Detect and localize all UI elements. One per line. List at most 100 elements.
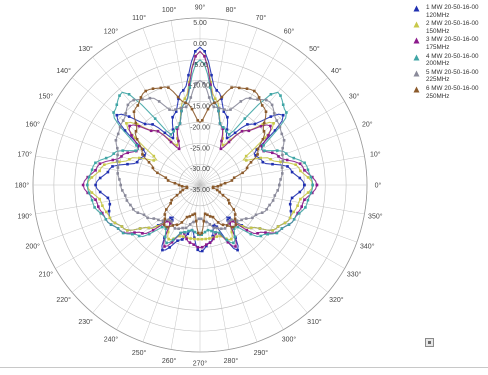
angle-tick-label: 160° — [25, 121, 40, 129]
radial-tick-label: -15.00 — [190, 104, 210, 111]
series-point — [232, 241, 235, 245]
angle-tick-label: 220° — [56, 296, 71, 304]
series-point — [116, 172, 119, 175]
series-point — [160, 225, 164, 229]
grid-spoke — [170, 184, 201, 350]
series-point — [200, 231, 203, 235]
series-point — [244, 154, 248, 158]
legend-item: 6 MW 20-50-16-00 250MHz — [411, 85, 488, 100]
series-point — [225, 129, 228, 133]
series-point — [216, 221, 220, 224]
series-point — [223, 108, 226, 111]
series-point — [227, 140, 231, 144]
series-point — [147, 232, 151, 236]
series-point — [169, 202, 172, 205]
series-point — [206, 213, 209, 217]
series-point — [234, 223, 238, 226]
series-point — [256, 98, 259, 101]
series-point — [258, 227, 262, 230]
legend-item: 3 MW 20-50-16-00 175MHz — [411, 36, 488, 51]
series-point — [207, 96, 211, 99]
series-point — [233, 213, 237, 216]
series-point — [271, 199, 275, 202]
series-point — [281, 103, 285, 106]
series-point — [163, 217, 167, 221]
series-point — [197, 217, 201, 221]
series-point — [218, 122, 222, 125]
angle-tick-label: 100° — [162, 6, 177, 14]
radial-tick-label: -20.00 — [190, 124, 210, 131]
series-point — [306, 168, 310, 172]
series-point — [280, 227, 284, 230]
series-point — [128, 124, 131, 128]
series-point — [165, 241, 168, 245]
series-point — [200, 233, 203, 236]
angle-tick-label: 290° — [254, 349, 269, 357]
angle-tick-label: 30° — [349, 93, 360, 101]
series-point — [97, 205, 100, 208]
series-point — [220, 139, 223, 143]
series-point — [262, 144, 265, 147]
grid-spoke — [92, 56, 201, 186]
series-point — [151, 123, 154, 126]
series-point — [108, 216, 112, 220]
series-point — [184, 105, 188, 109]
grid-spoke — [71, 184, 201, 293]
series-point — [186, 232, 190, 236]
series-point — [164, 227, 168, 230]
series-point — [299, 197, 302, 201]
series-point — [269, 93, 273, 96]
series-point — [260, 145, 264, 148]
series-point — [175, 143, 179, 147]
series-point — [216, 226, 219, 230]
series-point — [288, 202, 292, 206]
series-point — [94, 161, 97, 165]
series-point — [185, 215, 189, 219]
series-point — [132, 98, 135, 102]
series-point — [166, 230, 170, 234]
series-point — [276, 149, 279, 152]
axis-labels: 5.00 0.00 -5.00 -10.00 -15.00 -20.00 -25.00 -30… — [15, 4, 383, 368]
series-point — [209, 83, 212, 86]
series-point — [94, 183, 97, 187]
grid-spoke — [199, 184, 230, 350]
series-point — [245, 87, 249, 90]
series-point — [279, 94, 282, 97]
series-point — [175, 194, 179, 197]
series-point — [90, 198, 94, 202]
series-point — [171, 128, 175, 131]
series-point — [115, 103, 119, 106]
series-point — [170, 198, 173, 202]
series-point — [121, 119, 125, 122]
series-point — [177, 147, 181, 151]
series-point — [232, 208, 235, 211]
series-point — [156, 130, 160, 133]
series-point — [126, 229, 129, 232]
series-point — [172, 129, 175, 133]
series-point — [188, 215, 192, 218]
series-point — [152, 217, 156, 220]
series-point — [167, 237, 170, 241]
grid-spoke — [35, 184, 201, 215]
series-point — [195, 81, 198, 85]
series-point — [280, 166, 284, 169]
radial-tick-label: -35.00 — [190, 187, 210, 194]
radial-tick-label: -25.00 — [190, 145, 210, 152]
series-point — [236, 225, 240, 229]
series-point — [236, 248, 239, 252]
stop-square-icon[interactable] — [425, 338, 434, 347]
series-point — [111, 165, 114, 168]
series-point — [109, 223, 113, 226]
chart-legend: 1 MW 20-50-16-00 120MHz 2 MW 20-50-16-00 … — [411, 4, 488, 101]
series-point — [206, 228, 210, 232]
series-point — [165, 225, 169, 229]
series-point — [221, 143, 225, 147]
series-point — [212, 226, 216, 230]
series-point — [187, 80, 191, 84]
series-layer — [81, 46, 319, 253]
series-point — [115, 159, 119, 163]
series-point — [203, 50, 206, 53]
angle-tick-label: 310° — [307, 318, 322, 326]
series-point — [303, 161, 306, 165]
series-point — [169, 133, 173, 136]
